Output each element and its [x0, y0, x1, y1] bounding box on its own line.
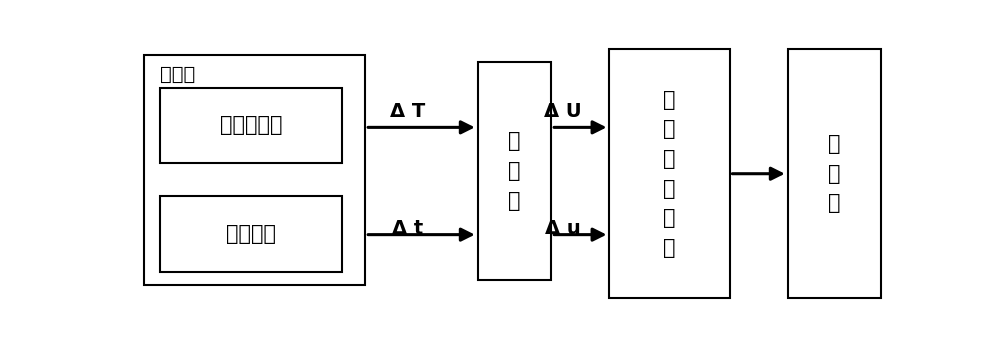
Text: Δ T: Δ T [390, 102, 426, 121]
Bar [160, 196, 342, 272]
Bar [609, 49, 730, 298]
Text: 加
热
器: 加 热 器 [828, 134, 840, 213]
Text: 环境温度: 环境温度 [226, 224, 276, 244]
Bar [478, 63, 551, 280]
Bar [144, 54, 365, 285]
Text: Δ u: Δ u [545, 218, 581, 237]
Text: Δ U: Δ U [544, 102, 582, 121]
Text: 单
片
机: 单 片 机 [508, 131, 521, 211]
Text: 反应液温度: 反应液温度 [220, 115, 282, 136]
Text: Δ t: Δ t [392, 218, 424, 237]
Bar [788, 49, 881, 298]
Text: 压
控
驱
动
电
路: 压 控 驱 动 电 路 [663, 90, 676, 258]
Text: 传感器: 传感器 [160, 65, 195, 84]
Bar [160, 88, 342, 163]
